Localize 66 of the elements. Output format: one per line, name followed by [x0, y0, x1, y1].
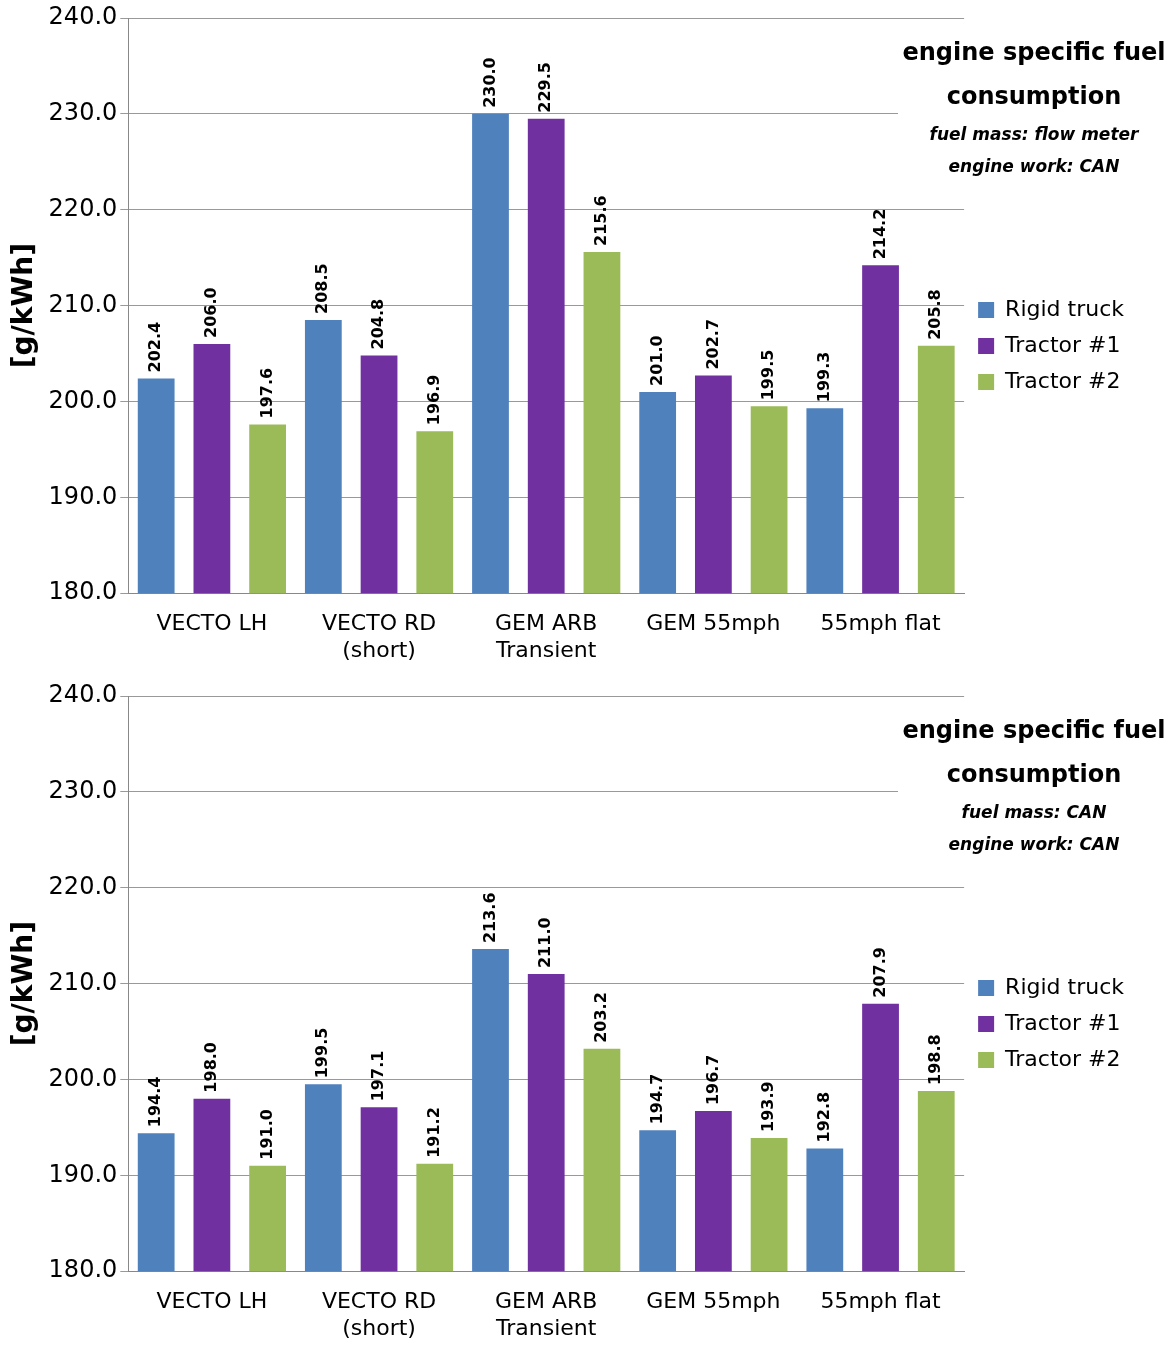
x-tick-label: GEM ARB Transient — [495, 610, 598, 662]
data-label: 194.7 — [646, 1073, 666, 1125]
legend-label: Rigid truck — [1005, 973, 1125, 999]
data-label: 197.1 — [368, 1050, 388, 1102]
y-tick-label: 210.0 — [48, 967, 118, 996]
data-label: 199.3 — [813, 351, 833, 403]
x-tick-label: VECTO LH — [156, 1288, 268, 1314]
y-tick-label: 230.0 — [48, 776, 118, 805]
data-label: 202.4 — [145, 321, 165, 373]
y-tick-label: 200.0 — [48, 385, 118, 414]
data-label: 193.9 — [758, 1081, 778, 1132]
data-label: 206.0 — [201, 287, 221, 338]
y-tick-label: 180.0 — [48, 1255, 118, 1284]
data-label: 194.4 — [145, 1076, 165, 1128]
y-tick-label: 190.0 — [48, 481, 118, 510]
data-label: 199.5 — [758, 349, 778, 401]
x-tick-label: 55mph flat — [820, 610, 942, 636]
data-label: 213.6 — [479, 892, 499, 944]
text: engine specific fuel consumption — [901, 715, 1167, 790]
data-label: 196.7 — [702, 1054, 722, 1106]
data-label: 191.0 — [256, 1109, 276, 1160]
data-label: 207.9 — [869, 947, 889, 998]
legend-label: Tractor #1 — [1004, 1009, 1121, 1035]
data-label: 199.5 — [312, 1027, 332, 1079]
y-tick-label: 210.0 — [48, 289, 118, 318]
text: fuel mass: flow meter engine work: CAN — [928, 123, 1140, 178]
text: fuel mass: CAN engine work: CAN — [947, 801, 1121, 856]
y-tick-label: 220.0 — [48, 871, 118, 900]
legend-label: Tractor #2 — [1004, 367, 1121, 393]
data-label: 229.5 — [535, 62, 555, 113]
y-axis-title: [g/kWh] — [6, 920, 40, 1047]
data-label: 198.8 — [925, 1034, 945, 1085]
text: engine specific fuel consumption — [901, 37, 1167, 112]
y-tick-label: 240.0 — [48, 2, 118, 31]
data-label: 196.9 — [423, 374, 443, 426]
x-tick-label: 55mph flat — [820, 1288, 942, 1314]
data-label: 208.5 — [312, 263, 332, 314]
data-label: 214.2 — [869, 208, 889, 260]
data-label: 203.2 — [591, 992, 611, 1043]
data-label: 230.0 — [479, 57, 499, 108]
data-label: 197.6 — [256, 367, 276, 419]
y-tick-label: 220.0 — [48, 193, 118, 222]
data-label: 201.0 — [646, 335, 666, 386]
y-tick-label: 180.0 — [48, 577, 118, 606]
x-tick-label: VECTO RD (short) — [321, 610, 437, 662]
data-label: 202.7 — [702, 318, 722, 370]
data-label: 191.2 — [423, 1107, 443, 1158]
x-tick-label: GEM 55mph — [646, 1288, 781, 1314]
y-tick-label: 240.0 — [48, 680, 118, 709]
y-tick-label: 200.0 — [48, 1063, 118, 1092]
data-label: 205.8 — [925, 289, 945, 340]
x-tick-label: VECTO RD (short) — [321, 1288, 437, 1340]
y-axis-title: [g/kWh] — [6, 242, 40, 369]
y-tick-label: 230.0 — [48, 98, 118, 127]
data-label: 198.0 — [201, 1042, 221, 1093]
legend-label: Tractor #2 — [1004, 1045, 1121, 1071]
data-label: 204.8 — [368, 298, 388, 350]
x-tick-label: GEM 55mph — [646, 610, 781, 636]
data-label: 211.0 — [535, 917, 555, 969]
data-label: 192.8 — [813, 1091, 833, 1143]
legend-label: Rigid truck — [1005, 295, 1125, 321]
x-tick-label: GEM ARB Transient — [495, 1288, 598, 1340]
legend-label: Tractor #1 — [1004, 331, 1121, 357]
x-tick-label: VECTO LH — [156, 610, 268, 636]
y-tick-label: 190.0 — [48, 1159, 118, 1188]
data-label: 215.6 — [591, 195, 611, 246]
